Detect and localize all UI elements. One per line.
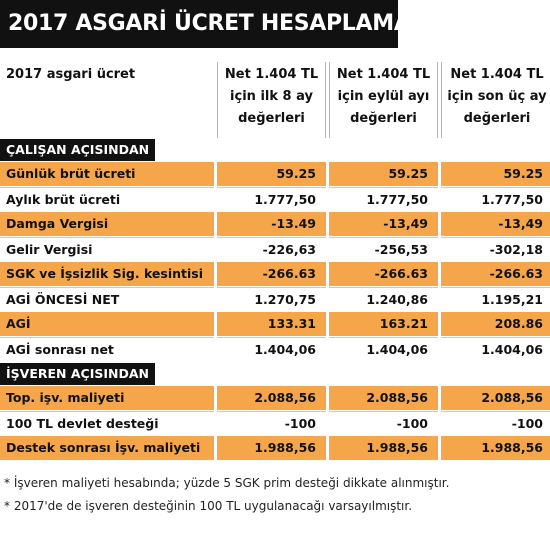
header-row-label: 2017 asgari ücret: [0, 62, 214, 138]
value-cell: -302,18: [441, 237, 550, 261]
value-cell: 1.404,06: [217, 337, 326, 361]
value-cell: 163.21: [329, 312, 438, 336]
value-cell: -266.63: [441, 262, 550, 286]
table-row: AGİ sonrası net 1.404,06 1.404,06 1.404,06: [0, 337, 550, 361]
value-cell: 1.404,06: [329, 337, 438, 361]
row-label: Damga Vergisi: [0, 212, 214, 236]
value-cell: -13,49: [441, 212, 550, 236]
value-cell: 59.25: [329, 162, 438, 186]
section-header-row: İŞVEREN AÇISINDAN: [0, 362, 550, 386]
footnote: * 2017'de de işveren desteğinin 100 TL u…: [4, 499, 413, 513]
value-cell: 1.988,56: [441, 436, 550, 460]
section-header-row: ÇALIŞAN AÇISINDAN: [0, 138, 550, 162]
value-cell: 2.088,56: [217, 386, 326, 410]
value-cell: -266.63: [329, 262, 438, 286]
footnote: * İşveren maliyeti hesabında; yüzde 5 SG…: [4, 476, 450, 490]
table-row: Gelir Vergisi -226,63 -256,53 -302,18: [0, 237, 550, 261]
value-cell: -100: [217, 411, 326, 435]
row-label: Gelir Vergisi: [0, 237, 214, 261]
row-label: Aylık brüt ücreti: [0, 187, 214, 211]
footnotes: * İşveren maliyeti hesabında; yüzde 5 SG…: [4, 472, 548, 518]
value-cell: 59.25: [217, 162, 326, 186]
value-cell: -226,63: [217, 237, 326, 261]
value-cell: 1.270,75: [217, 287, 326, 311]
row-label: 100 TL devlet desteği: [0, 411, 214, 435]
column-header-first-8-months: Net 1.404 TL için ilk 8 ay değerleri: [217, 62, 326, 138]
section-title: ÇALIŞAN AÇISINDAN: [0, 139, 156, 161]
table-row: AGİ ÖNCESİ NET 1.270,75 1.240,86 1.195,21: [0, 287, 550, 311]
value-cell: 1.988,56: [217, 436, 326, 460]
table-row: Top. işv. maliyeti 2.088,56 2.088,56 2.088,…: [0, 386, 550, 410]
table-row: 100 TL devlet desteği -100 -100 -100: [0, 411, 550, 435]
table-row: Destek sonrası İşv. maliyeti 1.988,56 1.98…: [0, 436, 550, 460]
table-row: Damga Vergisi -13.49 -13,49 -13,49: [0, 212, 550, 236]
value-cell: 1.988,56: [329, 436, 438, 460]
value-cell: 1.240,86: [329, 287, 438, 311]
value-cell: 1.195,21: [441, 287, 550, 311]
page-title: 2017 ASGARİ ÜCRET HESAPLAMASI: [0, 0, 434, 48]
value-cell: 133.31: [217, 312, 326, 336]
value-cell: -266.63: [217, 262, 326, 286]
value-cell: 1.777,50: [329, 187, 438, 211]
wage-table: 2017 asgari ücret Net 1.404 TL için ilk …: [0, 62, 550, 461]
table-row: Aylık brüt ücreti 1.777,50 1.777,50 1.777,5…: [0, 187, 550, 211]
row-label: AGİ sonrası net: [0, 337, 214, 361]
table-row: SGK ve İşsizlik Sig. kesintisi -266.63 -26…: [0, 262, 550, 286]
row-label: Destek sonrası İşv. maliyeti: [0, 436, 214, 460]
row-label: AGİ: [0, 312, 214, 336]
section-title: İŞVEREN AÇISINDAN: [0, 363, 155, 385]
row-label: Top. işv. maliyeti: [0, 386, 214, 410]
row-label: Günlük brüt ücreti: [0, 162, 214, 186]
column-header-last-3-months: Net 1.404 TL için son üç ay değerleri: [441, 62, 550, 138]
row-label: AGİ ÖNCESİ NET: [0, 287, 214, 311]
value-cell: 59.25: [441, 162, 550, 186]
value-cell: -256,53: [329, 237, 438, 261]
value-cell: -13.49: [217, 212, 326, 236]
value-cell: 1.404,06: [441, 337, 550, 361]
value-cell: 2.088,56: [329, 386, 438, 410]
value-cell: 1.777,50: [217, 187, 326, 211]
value-cell: -13,49: [329, 212, 438, 236]
value-cell: -100: [441, 411, 550, 435]
value-cell: 1.777,50: [441, 187, 550, 211]
row-label: SGK ve İşsizlik Sig. kesintisi: [0, 262, 214, 286]
column-header-september: Net 1.404 TL için eylül ayı değerleri: [329, 62, 438, 138]
value-cell: -100: [329, 411, 438, 435]
table-body: ÇALIŞAN AÇISINDAN Günlük brüt ücreti 59.25…: [0, 138, 550, 460]
value-cell: 2.088,56: [441, 386, 550, 410]
table-row: Günlük brüt ücreti 59.25 59.25 59.25: [0, 162, 550, 186]
value-cell: 208.86: [441, 312, 550, 336]
table-row: AGİ 133.31 163.21 208.86: [0, 312, 550, 336]
table-header-row: 2017 asgari ücret Net 1.404 TL için ilk …: [0, 62, 550, 138]
